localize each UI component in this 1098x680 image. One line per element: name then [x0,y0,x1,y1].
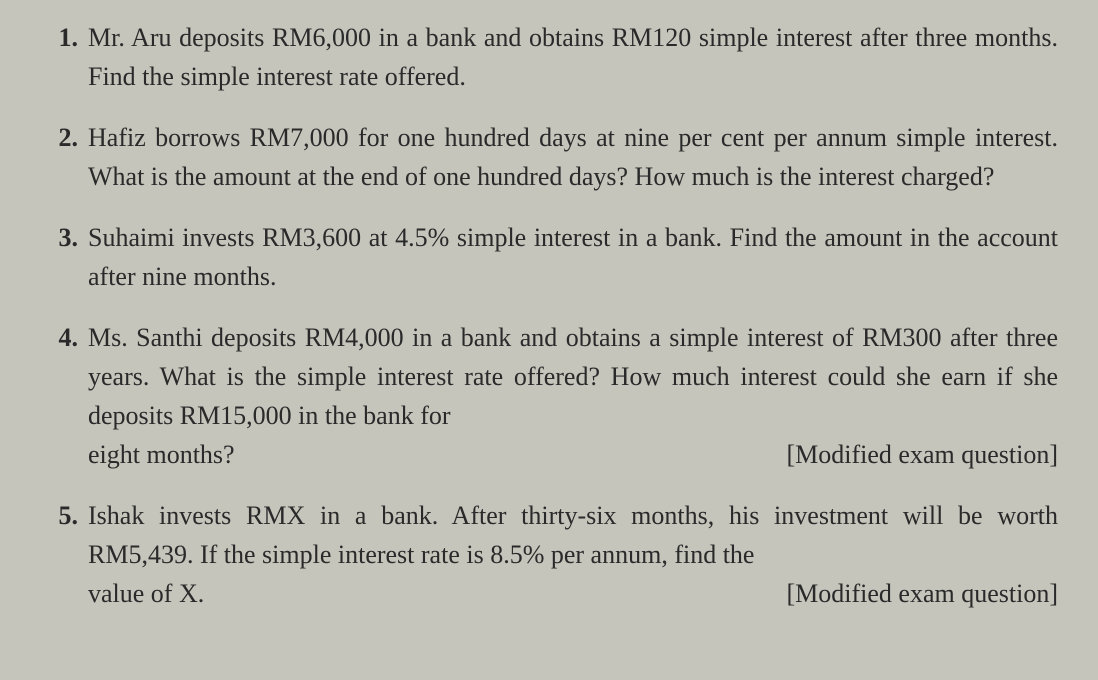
question-text-main: Ishak invests RMX in a bank. After thirt… [88,501,1058,569]
question-item: 2. Hafiz borrows RM7,000 for one hundred… [50,118,1058,196]
question-last-line: value of X. [Modified exam question] [88,574,1058,613]
modified-exam-tag: [Modified exam question] [787,435,1059,474]
question-list: 1. Mr. Aru deposits RM6,000 in a bank an… [50,18,1058,613]
question-text-last: eight months? [88,435,235,474]
question-item: 3. Suhaimi invests RM3,600 at 4.5% simpl… [50,218,1058,296]
question-text-last: value of X. [88,574,204,613]
question-text: Mr. Aru deposits RM6,000 in a bank and o… [88,18,1058,96]
question-item: 5. Ishak invests RMX in a bank. After th… [50,496,1058,613]
question-item: 1. Mr. Aru deposits RM6,000 in a bank an… [50,18,1058,96]
question-text: Ishak invests RMX in a bank. After thirt… [88,496,1058,613]
question-item: 4. Ms. Santhi deposits RM4,000 in a bank… [50,318,1058,474]
question-last-line: eight months? [Modified exam question] [88,435,1058,474]
question-number: 5. [50,496,88,613]
question-number: 1. [50,18,88,96]
modified-exam-tag: [Modified exam question] [787,574,1059,613]
question-text: Hafiz borrows RM7,000 for one hundred da… [88,118,1058,196]
question-text: Suhaimi invests RM3,600 at 4.5% simple i… [88,218,1058,296]
question-text: Ms. Santhi deposits RM4,000 in a bank an… [88,318,1058,474]
question-number: 3. [50,218,88,296]
question-text-main: Ms. Santhi deposits RM4,000 in a bank an… [88,323,1058,430]
question-number: 2. [50,118,88,196]
question-number: 4. [50,318,88,474]
